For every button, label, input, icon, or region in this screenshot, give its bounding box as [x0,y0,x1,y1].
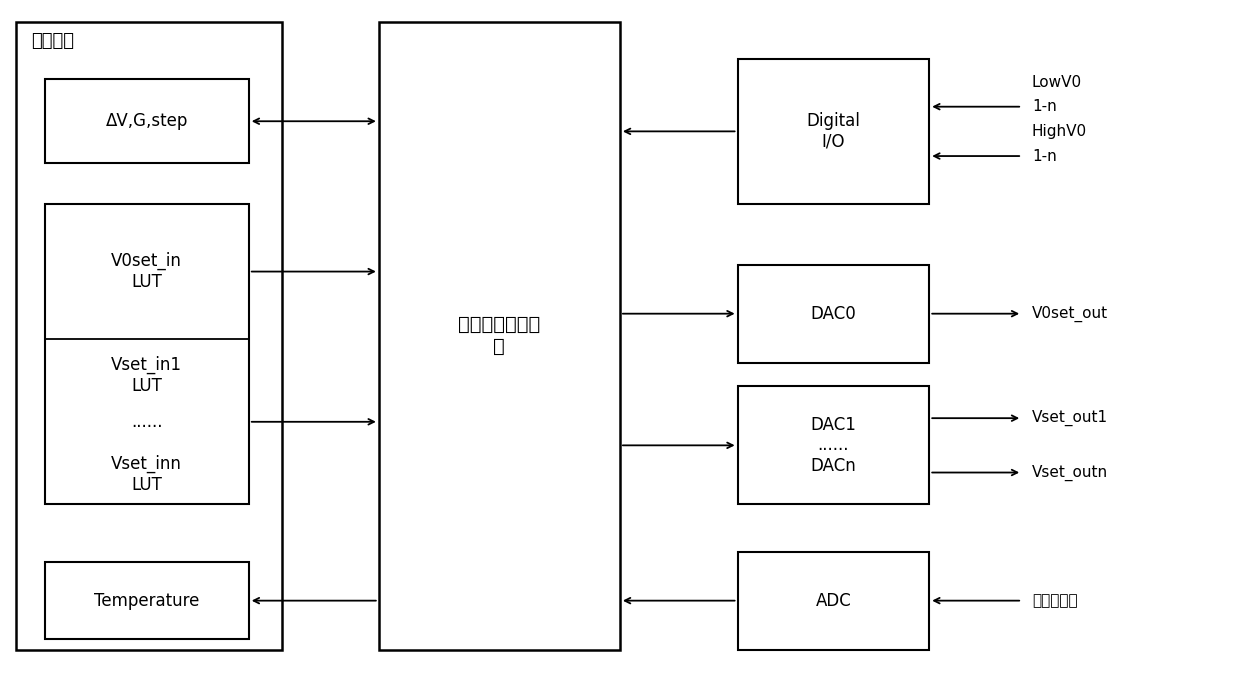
Bar [738,264,929,363]
Bar [16,22,283,650]
Text: LowV0: LowV0 [1032,75,1083,89]
Bar [45,562,249,639]
Text: Vset_out1: Vset_out1 [1032,410,1109,426]
Text: 存储单元: 存储单元 [31,32,74,49]
Bar [738,59,929,204]
Text: Digital
I/O: Digital I/O [806,112,861,151]
Text: 1-n: 1-n [1032,99,1056,114]
Text: ......: ...... [131,413,162,431]
Bar [738,386,929,504]
Text: DAC1
......
DACn: DAC1 ...... DACn [811,416,857,475]
Text: 温度传感器: 温度传感器 [1032,593,1078,608]
Text: V0set_out: V0set_out [1032,306,1109,322]
Text: ΔV,G,step: ΔV,G,step [105,113,188,130]
Bar [45,204,249,504]
Bar [738,552,929,650]
Text: 数字信号处理芯
片: 数字信号处理芯 片 [459,315,541,356]
Bar [378,22,620,650]
Text: Temperature: Temperature [94,592,200,610]
Text: DAC0: DAC0 [811,304,857,323]
Text: V0set_in
LUT: V0set_in LUT [112,252,182,291]
Text: Vset_in1
LUT: Vset_in1 LUT [112,356,182,395]
Text: Vset_outn: Vset_outn [1032,464,1109,481]
Text: Vset_inn
LUT: Vset_inn LUT [112,455,182,494]
Text: ADC: ADC [816,592,852,610]
Text: 1-n: 1-n [1032,148,1056,163]
Bar [45,79,249,163]
Text: HighV0: HighV0 [1032,124,1087,139]
